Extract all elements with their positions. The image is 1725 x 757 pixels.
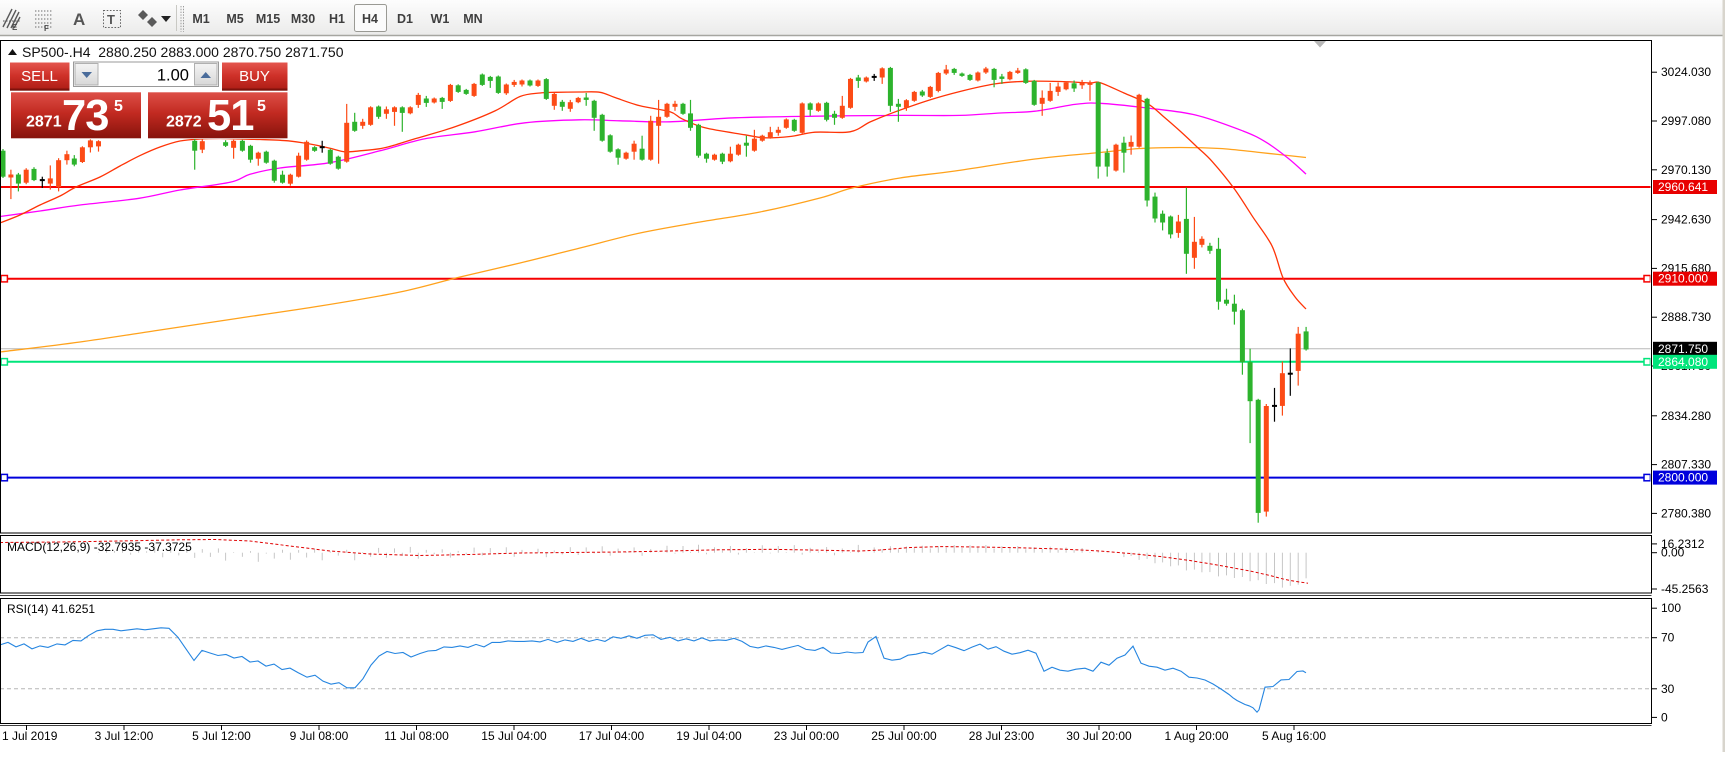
svg-text:25 Jul 00:00: 25 Jul 00:00	[871, 729, 937, 743]
svg-text:23 Jul 00:00: 23 Jul 00:00	[774, 729, 840, 743]
svg-text:MN: MN	[463, 12, 482, 26]
svg-text:M30: M30	[291, 12, 315, 26]
svg-text:SELL: SELL	[21, 68, 58, 85]
svg-text:2942.630: 2942.630	[1661, 213, 1711, 227]
svg-text:1 Jul 2019: 1 Jul 2019	[2, 729, 58, 743]
svg-text:28 Jul 23:00: 28 Jul 23:00	[969, 729, 1035, 743]
svg-text:0.00: 0.00	[1661, 546, 1685, 560]
svg-text:5 Aug 16:00: 5 Aug 16:00	[1262, 729, 1326, 743]
svg-text:2960.641: 2960.641	[1658, 180, 1708, 194]
svg-text:70: 70	[1661, 631, 1675, 645]
svg-text:1.00: 1.00	[157, 67, 189, 85]
svg-text:3024.030: 3024.030	[1661, 65, 1711, 79]
svg-text:2800.000: 2800.000	[1658, 471, 1708, 485]
svg-text:M5: M5	[226, 12, 243, 26]
svg-text:30 Jul 20:00: 30 Jul 20:00	[1066, 729, 1132, 743]
svg-text:2780.380: 2780.380	[1661, 506, 1711, 520]
svg-text:D1: D1	[397, 12, 413, 26]
svg-text:BUY: BUY	[239, 68, 270, 85]
svg-text:W1: W1	[431, 12, 450, 26]
svg-text:5: 5	[257, 98, 266, 115]
svg-text:1 Aug 20:00: 1 Aug 20:00	[1164, 729, 1228, 743]
svg-text:2864.080: 2864.080	[1658, 355, 1708, 369]
svg-text:M15: M15	[256, 12, 280, 26]
svg-text:2807.330: 2807.330	[1661, 458, 1711, 472]
svg-text:MACD(12,26,9) -32.7935 -37.372: MACD(12,26,9) -32.7935 -37.3725	[7, 540, 192, 554]
svg-text:A: A	[73, 10, 85, 29]
svg-text:15 Jul 04:00: 15 Jul 04:00	[481, 729, 547, 743]
svg-text:2871.750: 2871.750	[1658, 342, 1708, 356]
svg-text:2970.130: 2970.130	[1661, 163, 1711, 177]
svg-text:H1: H1	[329, 12, 345, 26]
svg-text:2871: 2871	[26, 114, 62, 131]
svg-text:T: T	[107, 12, 115, 27]
svg-text:51: 51	[207, 92, 253, 140]
svg-text:3 Jul 12:00: 3 Jul 12:00	[95, 729, 154, 743]
svg-text:30: 30	[1661, 682, 1675, 696]
svg-text:5 Jul 12:00: 5 Jul 12:00	[192, 729, 251, 743]
svg-text:E: E	[12, 23, 18, 32]
svg-text:19 Jul 04:00: 19 Jul 04:00	[676, 729, 742, 743]
svg-text:0: 0	[1661, 710, 1668, 724]
svg-text:2872: 2872	[166, 114, 202, 131]
svg-text:2997.080: 2997.080	[1661, 114, 1711, 128]
svg-text:17 Jul 04:00: 17 Jul 04:00	[579, 729, 645, 743]
svg-text:73: 73	[62, 92, 108, 140]
svg-text:11 Jul 08:00: 11 Jul 08:00	[384, 729, 449, 743]
svg-text:F: F	[44, 24, 49, 33]
svg-text:-45.2563: -45.2563	[1661, 582, 1709, 596]
svg-text:RSI(14) 41.6251: RSI(14) 41.6251	[7, 602, 95, 616]
svg-text:2834.280: 2834.280	[1661, 409, 1711, 423]
svg-text:2888.730: 2888.730	[1661, 310, 1711, 324]
svg-text:100: 100	[1661, 601, 1681, 615]
svg-text:5: 5	[114, 98, 123, 115]
svg-text:9 Jul 08:00: 9 Jul 08:00	[290, 729, 349, 743]
svg-text:M1: M1	[192, 12, 209, 26]
svg-text:2910.000: 2910.000	[1658, 272, 1708, 286]
svg-text:H4: H4	[362, 12, 378, 26]
